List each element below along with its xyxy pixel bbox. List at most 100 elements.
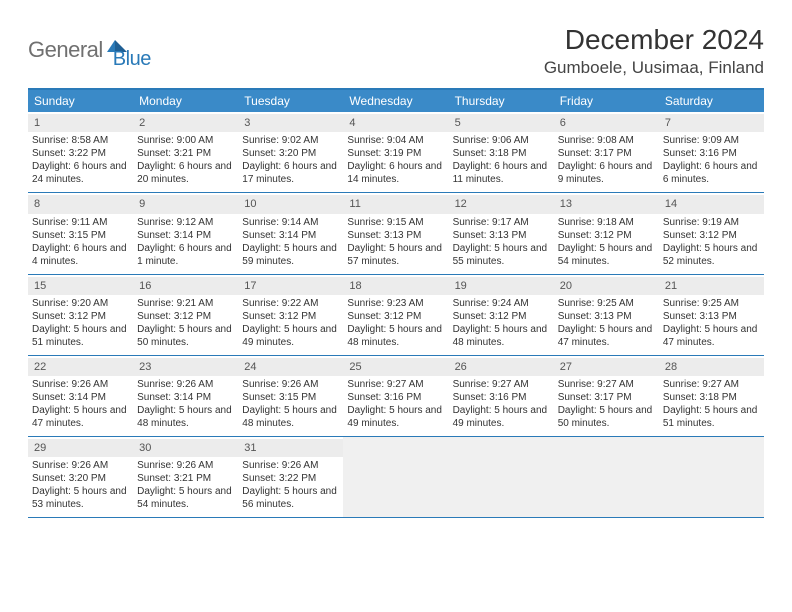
day-number: 10: [238, 195, 343, 213]
day-cell: 15Sunrise: 9:20 AMSunset: 3:12 PMDayligh…: [28, 275, 133, 355]
header: General Blue December 2024 Gumboele, Uus…: [28, 24, 764, 78]
day-cell: 20Sunrise: 9:25 AMSunset: 3:13 PMDayligh…: [554, 275, 659, 355]
sunset-text: Sunset: 3:12 PM: [347, 310, 444, 323]
sunset-text: Sunset: 3:17 PM: [558, 147, 655, 160]
sunrise-text: Sunrise: 9:00 AM: [137, 134, 234, 147]
day-number: 3: [238, 114, 343, 132]
daylight-text: Daylight: 5 hours and 54 minutes.: [137, 485, 234, 511]
sunrise-text: Sunrise: 9:21 AM: [137, 297, 234, 310]
day-cell: 17Sunrise: 9:22 AMSunset: 3:12 PMDayligh…: [238, 275, 343, 355]
daylight-text: Daylight: 6 hours and 20 minutes.: [137, 160, 234, 186]
sunset-text: Sunset: 3:14 PM: [32, 391, 129, 404]
daylight-text: Daylight: 5 hours and 59 minutes.: [242, 242, 339, 268]
week-row: 22 Sunrise: 9:26 AM Sunset: 3:14 PM Dayligh…: [28, 356, 764, 437]
sunset-text: Sunset: 3:16 PM: [453, 391, 550, 404]
day-cell: 6Sunrise: 9:08 AMSunset: 3:17 PMDaylight…: [554, 112, 659, 192]
day-cell: 19Sunrise: 9:24 AMSunset: 3:12 PMDayligh…: [449, 275, 554, 355]
day-number: 26: [449, 358, 554, 376]
day-number: 31: [238, 439, 343, 457]
sunrise-text: Sunrise: 9:15 AM: [347, 216, 444, 229]
sunrise-text: Sunrise: 9:12 AM: [137, 216, 234, 229]
daylight-text: Daylight: 5 hours and 49 minutes.: [453, 404, 550, 430]
week-row: 15Sunrise: 9:20 AMSunset: 3:12 PMDayligh…: [28, 275, 764, 356]
day-number: 22: [28, 358, 133, 376]
day-cell: 29Sunrise: 9:26 AMSunset: 3:20 PMDayligh…: [28, 437, 133, 517]
sunset-text: Sunset: 3:14 PM: [242, 229, 339, 242]
day-number: 5: [449, 114, 554, 132]
logo-text-general: General: [28, 37, 103, 63]
month-title: December 2024: [544, 24, 764, 56]
day-cell-empty: [659, 437, 764, 517]
daylight-text: Daylight: 6 hours and 6 minutes.: [663, 160, 760, 186]
day-cell: 10Sunrise: 9:14 AMSunset: 3:14 PMDayligh…: [238, 193, 343, 273]
sunset-text: Sunset: 3:16 PM: [347, 391, 444, 404]
sunrise-text: Sunrise: 9:24 AM: [453, 297, 550, 310]
day-cell: 14Sunrise: 9:19 AMSunset: 3:12 PMDayligh…: [659, 193, 764, 273]
daylight-text: Daylight: 5 hours and 50 minutes.: [137, 323, 234, 349]
sunset-text: Sunset: 3:12 PM: [663, 229, 760, 242]
day-number: 18: [343, 277, 448, 295]
day-number: 17: [238, 277, 343, 295]
day-number: 9: [133, 195, 238, 213]
logo: General Blue: [28, 24, 151, 71]
sunrise-text: Sunrise: 9:06 AM: [453, 134, 550, 147]
sunrise-text: Sunrise: 9:26 AM: [137, 378, 234, 391]
daylight-text: Daylight: 5 hours and 51 minutes.: [663, 404, 760, 430]
day-cell: 4Sunrise: 9:04 AMSunset: 3:19 PMDaylight…: [343, 112, 448, 192]
day-cell: 25Sunrise: 9:27 AMSunset: 3:16 PMDayligh…: [343, 356, 448, 436]
daylight-text: Daylight: 6 hours and 11 minutes.: [453, 160, 550, 186]
sunrise-text: Sunrise: 9:11 AM: [32, 216, 129, 229]
day-number: 13: [554, 195, 659, 213]
sunrise-text: Sunrise: 9:27 AM: [558, 378, 655, 391]
day-cell: 3Sunrise: 9:02 AMSunset: 3:20 PMDaylight…: [238, 112, 343, 192]
sunset-text: Sunset: 3:13 PM: [347, 229, 444, 242]
sunset-text: Sunset: 3:22 PM: [242, 472, 339, 485]
day-cell-empty: [449, 437, 554, 517]
day-cell: 31Sunrise: 9:26 AMSunset: 3:22 PMDayligh…: [238, 437, 343, 517]
day-number: 16: [133, 277, 238, 295]
day-number: 21: [659, 277, 764, 295]
daylight-text: Daylight: 5 hours and 49 minutes.: [347, 404, 444, 430]
daylight-text: Daylight: 5 hours and 48 minutes.: [242, 404, 339, 430]
sunset-text: Sunset: 3:12 PM: [453, 310, 550, 323]
sunrise-text: Sunrise: 9:23 AM: [347, 297, 444, 310]
week-row: 8Sunrise: 9:11 AMSunset: 3:15 PMDaylight…: [28, 193, 764, 274]
daylight-text: Daylight: 5 hours and 48 minutes.: [137, 404, 234, 430]
dow-monday: Monday: [133, 90, 238, 112]
daylight-text: Daylight: 5 hours and 51 minutes.: [32, 323, 129, 349]
dow-tuesday: Tuesday: [238, 90, 343, 112]
daylight-text: Daylight: 5 hours and 49 minutes.: [242, 323, 339, 349]
day-cell: 24Sunrise: 9:26 AMSunset: 3:15 PMDayligh…: [238, 356, 343, 436]
sunset-text: Sunset: 3:19 PM: [347, 147, 444, 160]
sunset-text: Sunset: 3:20 PM: [32, 472, 129, 485]
day-number: 11: [343, 195, 448, 213]
daylight-text: Daylight: 5 hours and 48 minutes.: [453, 323, 550, 349]
day-cell: 7Sunrise: 9:09 AMSunset: 3:16 PMDaylight…: [659, 112, 764, 192]
day-cell-empty: [554, 437, 659, 517]
day-number: 1: [28, 114, 133, 132]
daylight-text: Daylight: 5 hours and 55 minutes.: [453, 242, 550, 268]
day-cell: 21Sunrise: 9:25 AMSunset: 3:13 PMDayligh…: [659, 275, 764, 355]
day-number: 12: [449, 195, 554, 213]
daylight-text: Daylight: 6 hours and 14 minutes.: [347, 160, 444, 186]
logo-text-blue: Blue: [113, 48, 151, 71]
day-cell: 22Sunrise: 9:26 AMSunset: 3:14 PMDayligh…: [28, 356, 133, 436]
daylight-text: Daylight: 5 hours and 52 minutes.: [663, 242, 760, 268]
day-number: 7: [659, 114, 764, 132]
daylight-text: Daylight: 5 hours and 54 minutes.: [558, 242, 655, 268]
day-cell: 8Sunrise: 9:11 AMSunset: 3:15 PMDaylight…: [28, 193, 133, 273]
daylight-text: Daylight: 5 hours and 53 minutes.: [32, 485, 129, 511]
day-cell: 16 Sunrise: 9:21 AMSunset: 3:12 PMDayligh…: [133, 275, 238, 355]
daylight-text: Daylight: 6 hours and 1 minute.: [137, 242, 234, 268]
daylight-text: Daylight: 6 hours and 24 minutes.: [32, 160, 129, 186]
days-of-week-row: Sunday Monday Tuesday Wednesday Thursday…: [28, 90, 764, 112]
day-cell: 5Sunrise: 9:06 AMSunset: 3:18 PMDaylight…: [449, 112, 554, 192]
sunset-text: Sunset: 3:12 PM: [137, 310, 234, 323]
dow-thursday: Thursday: [449, 90, 554, 112]
day-cell: 30Sunrise: 9:26 AMSunset: 3:21 PMDayligh…: [133, 437, 238, 517]
sunset-text: Sunset: 3:21 PM: [137, 147, 234, 160]
sunrise-text: Sunrise: 9:08 AM: [558, 134, 655, 147]
sunset-text: Sunset: 3:15 PM: [32, 229, 129, 242]
sunset-text: Sunset: 3:13 PM: [663, 310, 760, 323]
sunrise-text: Sunrise: 9:17 AM: [453, 216, 550, 229]
